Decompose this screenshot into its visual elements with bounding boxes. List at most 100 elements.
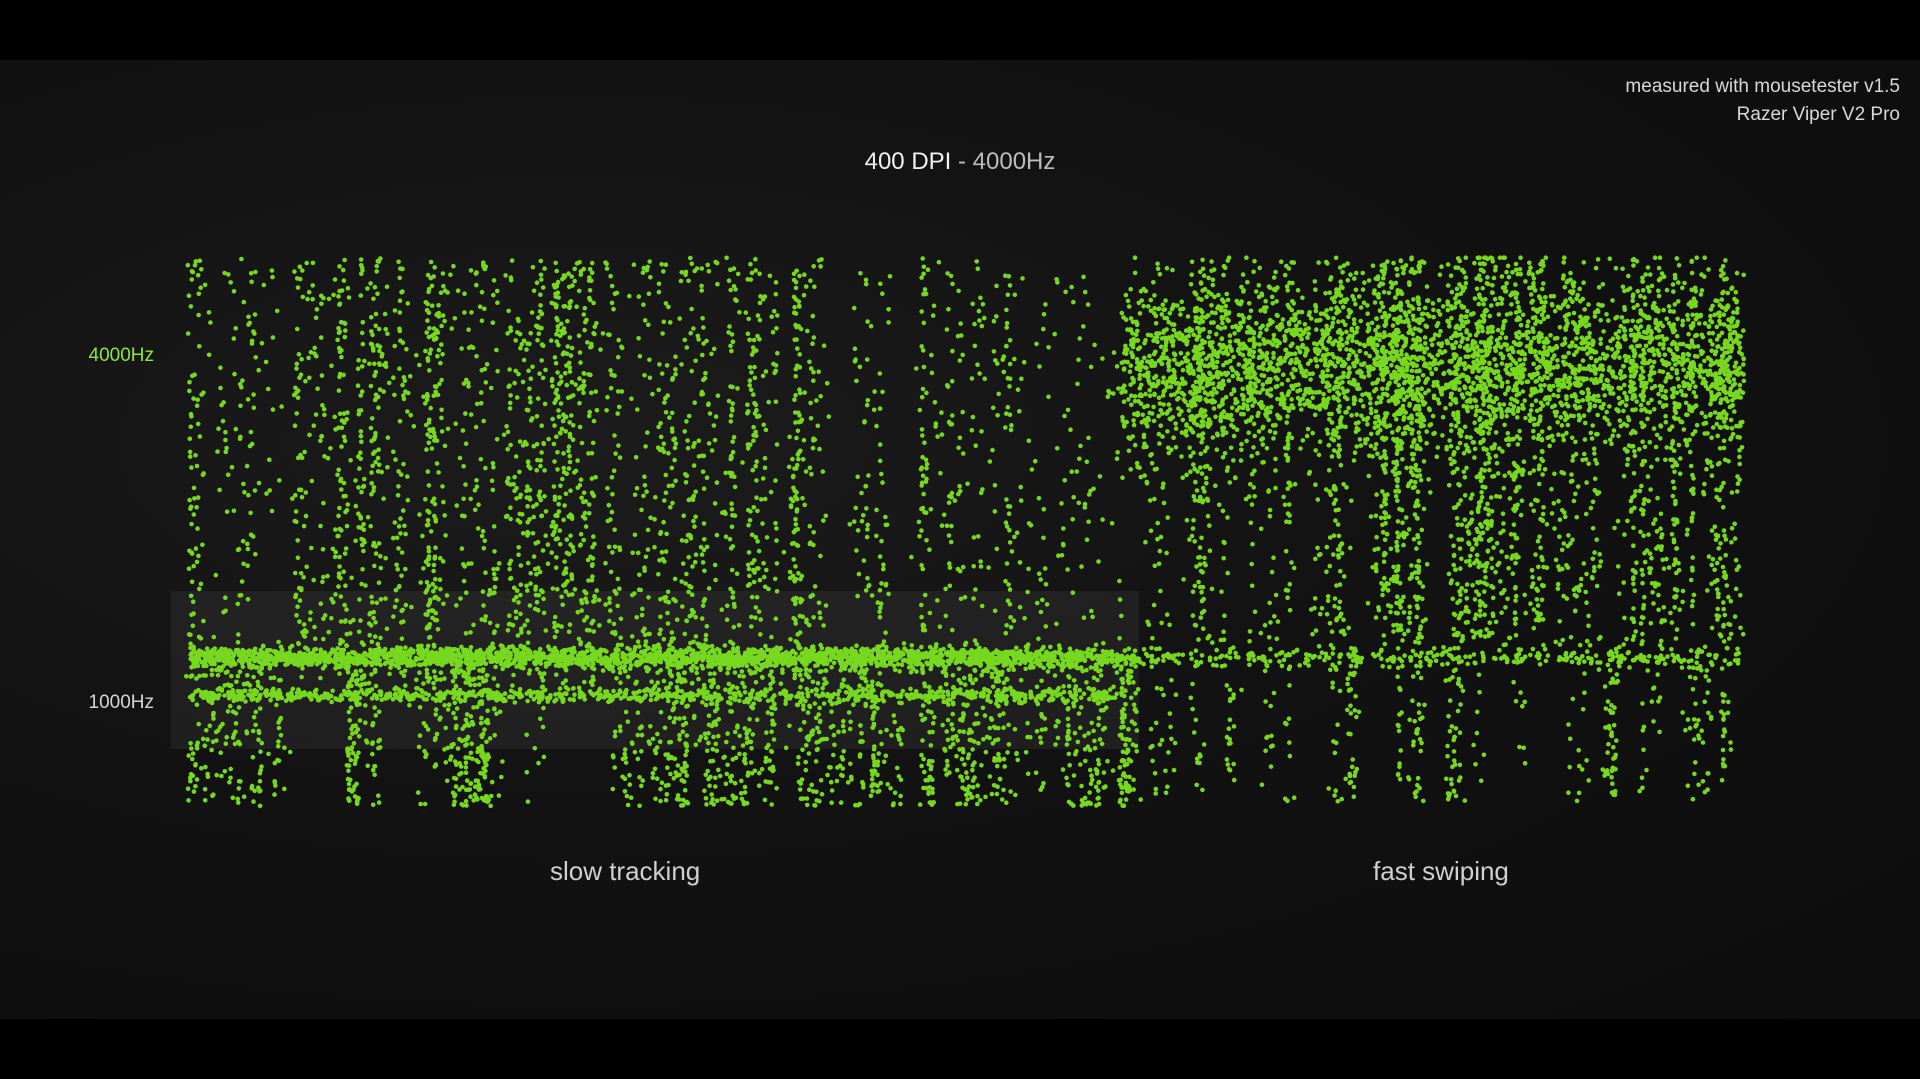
data-point [701,453,707,459]
data-point [295,455,301,461]
data-point [805,693,811,699]
data-point [759,662,764,668]
data-point [404,692,409,698]
data-point [374,696,380,701]
data-point [517,469,522,475]
data-point [306,662,312,667]
data-point [729,567,735,573]
data-point [186,566,192,571]
data-point [728,419,734,424]
data-point [575,458,580,463]
data-point [701,377,706,383]
data-point [777,691,783,696]
data-point [683,480,689,485]
data-point [684,419,689,424]
data-point [337,698,343,703]
data-point [979,603,985,609]
data-point [433,576,438,582]
data-point [239,660,245,666]
data-point [752,647,757,653]
data-point [610,664,615,670]
data-point [240,538,246,544]
data-point [284,662,290,667]
data-point [746,566,752,572]
data-point [270,274,275,280]
data-point [471,622,476,628]
data-point [747,337,752,343]
data-point [385,331,390,337]
data-point [429,283,435,289]
data-point [448,647,454,652]
data-point [591,534,596,539]
data-point [1045,669,1051,674]
data-point [219,667,224,672]
data-point [284,654,289,660]
data-point [655,695,660,700]
data-point [849,646,855,652]
data-point [431,685,437,691]
data-point [466,380,471,386]
data-point [936,259,942,265]
data-point [793,651,798,656]
data-point [397,366,402,372]
data-point [318,675,323,681]
data-point [267,488,273,493]
data-point [843,690,849,695]
data-point [899,700,904,706]
data-point [700,469,706,475]
data-point [713,414,719,419]
data-point [392,692,398,697]
data-point [418,656,424,661]
data-point [586,502,592,507]
data-point [764,663,770,669]
data-point [589,390,594,396]
data-point [579,597,584,603]
data-point [378,565,384,571]
data-point [904,648,909,654]
data-point [299,455,305,461]
data-point [474,282,479,288]
data-point [191,611,196,616]
data-point [971,535,977,540]
data-point [568,488,573,494]
data-point [612,588,617,594]
data-point [678,278,684,284]
data-point [469,310,474,315]
data-point [268,698,273,703]
data-point [322,650,328,655]
data-point [696,337,701,342]
data-point [229,464,235,470]
data-point [490,320,496,326]
data-point [694,670,699,676]
data-point [188,593,194,599]
data-point [1007,376,1013,382]
data-point [410,692,416,698]
data-point [938,647,943,653]
data-point [215,449,220,454]
data-point [974,650,979,656]
data-point [709,648,714,653]
data-point [660,692,666,697]
credit-mouse: Razer Viper V2 Pro [1736,104,1900,125]
data-point [888,660,894,666]
data-point [753,605,759,610]
data-point [559,594,564,600]
data-point [598,647,604,653]
data-point [548,338,554,343]
data-point [216,693,222,698]
data-point [505,429,511,435]
data-point [514,654,519,660]
data-point [991,318,997,324]
data-point [950,413,955,418]
data-point [994,546,1000,552]
data-point [495,566,500,572]
data-point [429,446,435,451]
data-point [290,695,296,701]
data-point [541,651,546,657]
data-point [534,414,540,419]
data-point [581,660,586,665]
data-point [425,518,431,523]
data-point [516,552,521,558]
data-point [607,618,612,624]
data-point [950,281,955,287]
